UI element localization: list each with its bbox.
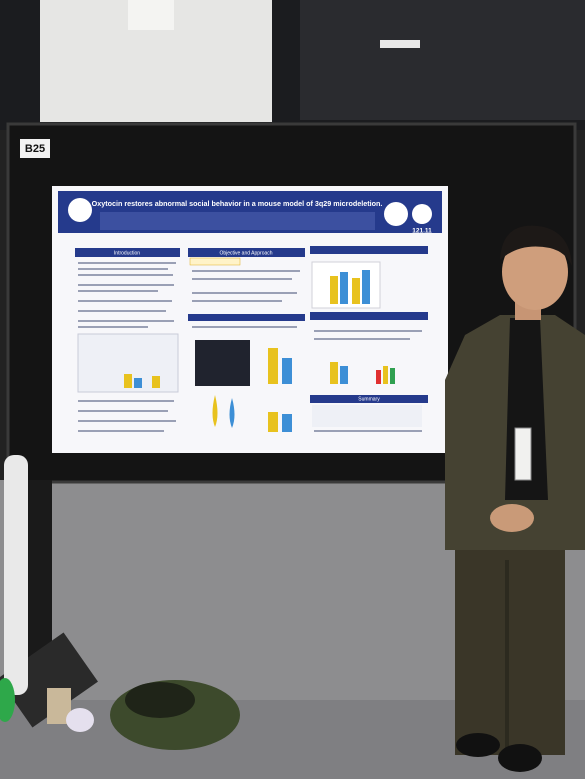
person [500,225,572,266]
body-text [78,310,166,312]
body-text [78,400,174,402]
section-title: Objective and Approach [219,250,272,256]
highlight-box [189,257,241,266]
bag-small [66,708,94,732]
figure-bars [268,412,278,432]
body-text [314,330,422,332]
person [445,225,585,772]
summary-figure [312,405,422,427]
body-text [78,290,158,292]
poster-tube [4,455,28,695]
body-text [192,278,292,280]
person [455,540,565,755]
section-header [75,248,180,257]
figure-image [195,340,250,386]
person [456,733,500,757]
body-text [314,338,410,340]
body-text [78,274,173,276]
section-title: Introduction [114,250,140,256]
section-header [310,246,428,254]
logo [384,202,408,226]
body-text [78,268,168,270]
poster-title: Oxytocin restores abnormal social behavi… [92,199,383,208]
section-header [188,248,305,257]
section-header [310,312,428,320]
figure-bars [229,398,235,428]
section-header [188,314,305,321]
person [502,234,568,310]
section-title: Summary [358,396,380,402]
body-text [78,284,174,286]
body-text [78,300,172,302]
body-text [314,430,422,432]
figure-bars [352,278,360,304]
person [498,744,542,772]
figure-bars [268,348,278,384]
ceiling-structure [300,0,585,120]
board-foot [0,632,98,728]
figure-bars [124,270,395,432]
body-text [78,262,422,432]
figure-bars [390,368,395,384]
logo [412,204,432,224]
booth-sign [20,139,50,158]
figure-bars [340,272,348,304]
figure-bars [152,376,160,388]
body-text [78,320,174,322]
abstract-number: 121.11 [412,228,432,235]
figure-bars [383,366,388,384]
booth-label: B25 [25,143,45,155]
body-text [78,430,164,432]
figure-bars [376,370,381,384]
bag [125,682,195,718]
author-block [100,212,375,230]
body-text [192,300,282,302]
figure-bars [330,362,338,384]
ceiling-light [380,40,420,48]
figure-bars [124,374,132,388]
body-text [78,326,148,328]
person [514,427,532,481]
section-header [310,395,428,403]
pillar-detail [128,0,174,30]
bottle [0,678,15,722]
figure-bars [282,358,292,384]
person [505,560,509,750]
university-logo [68,198,92,222]
figure-bars [134,378,142,388]
body-text [78,410,168,412]
body-text [78,262,176,264]
body-text [192,270,300,272]
person [490,504,534,532]
figure-bars [282,414,292,432]
body-text [192,326,297,328]
body-text [78,420,176,422]
figure-bars [362,270,370,304]
figure-bars [340,366,348,384]
figure-bars [212,395,218,427]
body-text [192,292,297,294]
figure-bars [330,276,338,304]
